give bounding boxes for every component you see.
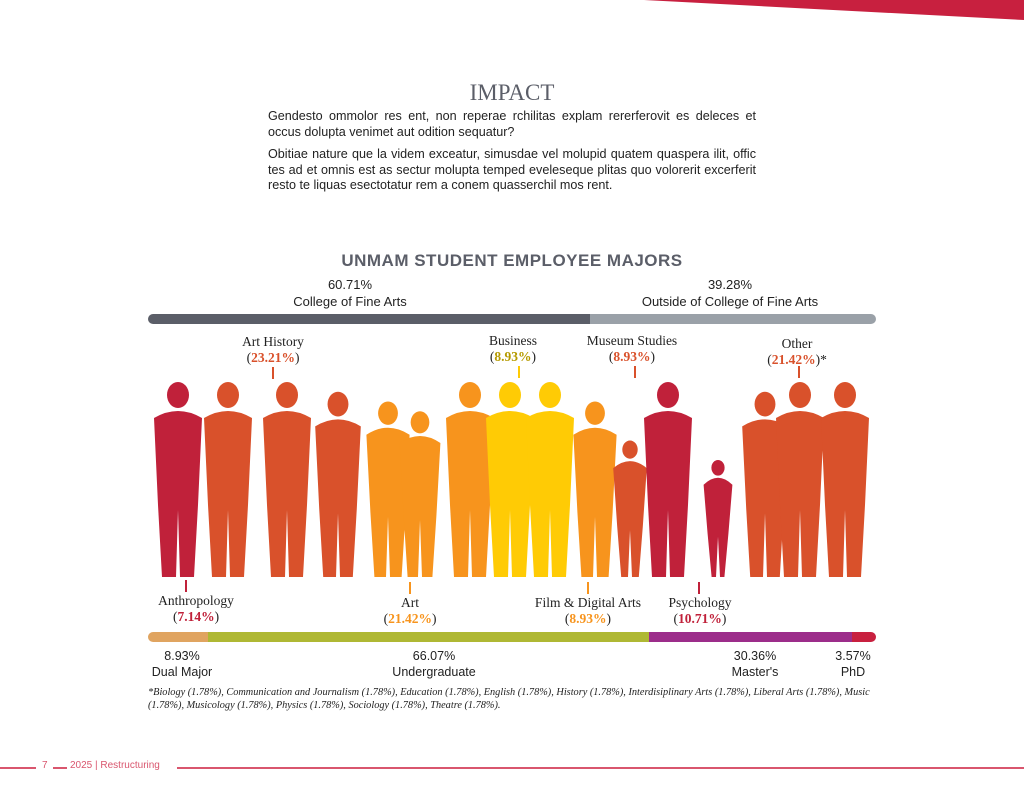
person-silhouette [366, 401, 410, 577]
degree-undergraduate: 66.07% Undergraduate [392, 648, 475, 680]
person-silhouette [399, 411, 441, 577]
tick [185, 580, 187, 592]
college-fine-arts-label: 60.71% College of Fine Arts [250, 276, 450, 310]
major-name: Art [401, 595, 419, 610]
person-silhouette [204, 382, 252, 577]
major-pct: 8.93% [613, 349, 651, 364]
major-pct: 8.93% [494, 349, 532, 364]
paragraph-1: Gendesto ommolor res ent, non reperae rc… [268, 109, 756, 139]
chart-title: UNMAM STUDENT EMPLOYEE MAJORS [341, 251, 683, 270]
degree-pct: 30.36% [733, 649, 777, 663]
bar-segment [148, 314, 590, 324]
person-silhouette [154, 382, 202, 577]
college-fine-arts-pct: 60.71% [327, 277, 373, 292]
page-title: IMPACT [469, 80, 555, 105]
degree-dual-major: 8.93% Dual Major [152, 648, 212, 680]
person-silhouette [644, 382, 692, 577]
major-pct: 21.42% [771, 352, 816, 367]
person-silhouette [446, 382, 494, 577]
person-silhouette [776, 382, 824, 577]
label-art-history: Art History (23.21%) [242, 334, 304, 365]
major-pct: 10.71% [678, 611, 722, 626]
outside-fine-arts-label: 39.28% Outside of College of Fine Arts [610, 276, 850, 310]
tick [587, 582, 589, 594]
person-silhouette [486, 382, 534, 577]
bar-segment [207, 632, 650, 642]
tick [798, 366, 800, 378]
degree-pct: 8.93% [164, 649, 200, 663]
person-silhouette [703, 460, 733, 577]
label-anthropology: Anthropology (7.14%) [158, 593, 234, 624]
major-name: Psychology [668, 595, 732, 610]
tick [634, 366, 636, 378]
major-name: Museum Studies [586, 333, 678, 348]
person-silhouette [315, 391, 361, 577]
footer-rule [53, 767, 67, 769]
footnote-marker: * [820, 352, 827, 367]
major-pct: 8.93% [569, 611, 607, 626]
major-pct: 23.21% [251, 350, 295, 365]
bar-segment [649, 632, 853, 642]
tick [409, 582, 411, 594]
major-name: Business [488, 333, 538, 348]
footer-rule [0, 767, 36, 769]
major-name: Anthropology [158, 593, 234, 608]
bar-segment [590, 314, 876, 324]
label-other: Other (21.42%)* [767, 336, 827, 367]
tick [518, 366, 520, 378]
label-museum-studies: Museum Studies (8.93%) [586, 333, 678, 364]
outside-fine-arts-text: Outside of College of Fine Arts [641, 294, 819, 309]
degree-pct: 66.07% [412, 649, 456, 663]
degree-pct: 3.57% [835, 649, 871, 663]
person-silhouette [742, 391, 788, 577]
bar-segment [852, 632, 876, 642]
college-fine-arts-text: College of Fine Arts [293, 294, 407, 309]
degree-label: PhD [840, 665, 866, 679]
degree-label: Master's [731, 665, 779, 679]
person-silhouette [821, 382, 869, 577]
degree-label: Undergraduate [392, 665, 476, 679]
footer-text: 2025 | Restructuring [70, 760, 160, 771]
degree-phd: 3.57% PhD [835, 648, 870, 680]
label-business: Business (8.93%) [488, 333, 538, 364]
major-name: Film & Digital Arts [534, 595, 642, 610]
footer-rule [177, 767, 1024, 769]
label-film-digital-arts: Film & Digital Arts (8.93%) [534, 595, 642, 626]
person-silhouette [263, 382, 311, 577]
degree-masters: 30.36% Master's [732, 648, 779, 680]
major-name: Art History [242, 334, 304, 349]
person-silhouette [573, 401, 617, 577]
person-silhouette [526, 382, 574, 577]
major-pct: 21.42% [388, 611, 432, 626]
outside-fine-arts-pct: 39.28% [707, 277, 753, 292]
major-pct: 7.14% [177, 609, 215, 624]
page-number: 7 [42, 760, 48, 771]
major-name: Other [781, 336, 813, 351]
degree-label: Dual Major [151, 665, 213, 679]
tick [272, 367, 274, 379]
footnote: *Biology (1.78%), Communication and Jour… [148, 687, 870, 711]
label-psychology: Psychology (10.71%) [668, 595, 732, 626]
paragraph-2: Obitiae nature que la videm exceatur, si… [268, 147, 756, 192]
person-silhouette [613, 440, 647, 577]
bar-segment [148, 632, 208, 642]
tick [698, 582, 700, 594]
label-art: Art (21.42%) [383, 595, 437, 626]
